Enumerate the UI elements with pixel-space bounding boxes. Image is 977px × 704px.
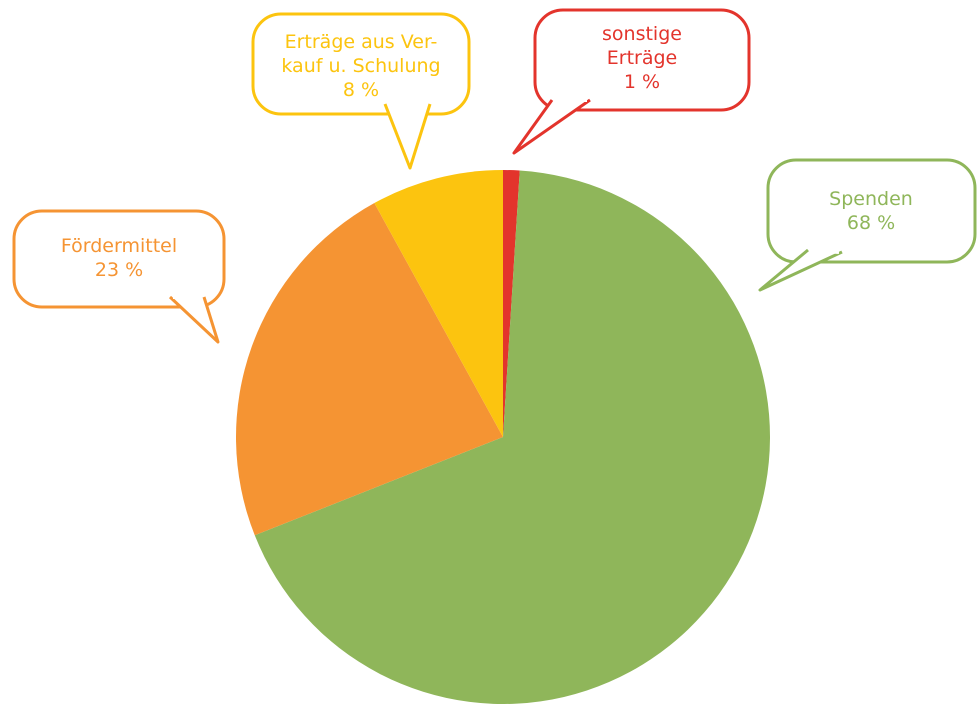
category-label-sonstige: Erträge — [607, 47, 677, 69]
pie-slices — [236, 170, 770, 704]
bubble-frame-sonstige — [533, 8, 751, 112]
pie-slice-spenden — [254, 170, 770, 704]
pie-slice-sonstige — [503, 170, 520, 437]
bubble-tail-spenden — [758, 248, 843, 292]
pie-slice-ertraege — [374, 170, 503, 437]
bubble-tail-foerdermittel — [168, 295, 220, 344]
pie-slice-foerdermittel — [236, 203, 503, 536]
bubble-frame-spenden — [766, 158, 977, 264]
category-label-ertraege: kauf u. Schulung — [281, 55, 440, 77]
value-label-ertraege: 8 % — [343, 79, 379, 101]
category-label-spenden: Spenden — [829, 188, 913, 210]
value-label-spenden: 68 % — [847, 212, 895, 234]
bubble-frame-foerdermittel — [12, 209, 226, 309]
category-label-foerdermittel: Fördermittel — [61, 235, 177, 257]
bubble-frame-ertraege — [251, 12, 471, 116]
category-label-ertraege: Erträge aus Ver- — [285, 31, 438, 53]
value-label-foerdermittel: 23 % — [95, 259, 143, 281]
bubble-tail-sonstige — [512, 98, 591, 155]
bubble-seam-spenden — [810, 248, 840, 254]
value-label-sonstige: 1 % — [624, 71, 660, 93]
bubble-tail-ertraege — [383, 103, 432, 170]
category-label-sonstige: sonstige — [602, 23, 682, 45]
